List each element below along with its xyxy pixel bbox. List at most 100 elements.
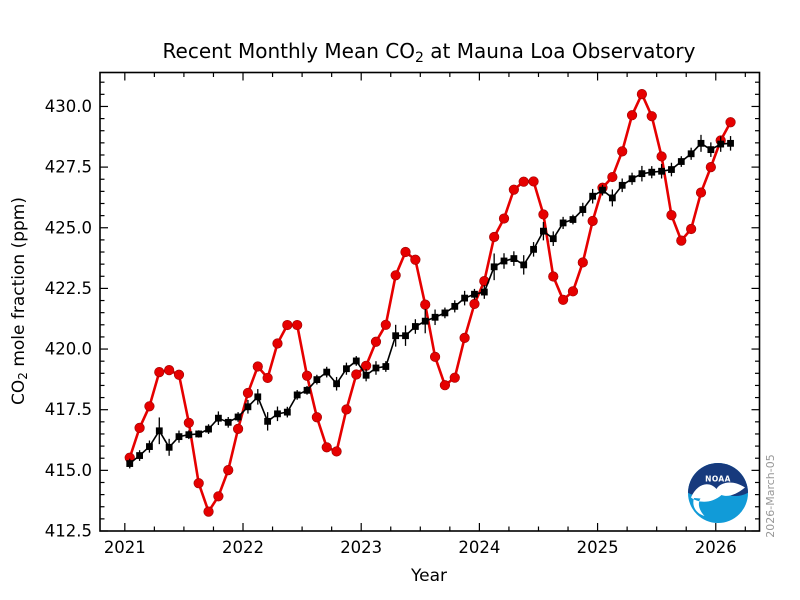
monthly-mean-point (646, 111, 657, 122)
trend-point (500, 257, 508, 265)
monthly-mean-point (183, 417, 194, 428)
monthly-mean-point (528, 176, 539, 187)
trend-point (461, 294, 469, 302)
plot-frame (99, 71, 761, 532)
trend-point (372, 364, 380, 372)
trend-point (717, 140, 725, 148)
trend-point (687, 150, 695, 158)
trend-point (205, 425, 212, 433)
trend-point (195, 430, 203, 438)
monthly-mean-point (626, 110, 638, 121)
chart-title: Recent Monthly Mean CO2 at Mauna Loa Obs… (163, 39, 696, 66)
monthly-mean-point (725, 117, 736, 128)
trend-point (165, 443, 173, 451)
trend-point (599, 186, 606, 194)
trend-point (431, 313, 439, 321)
monthly-mean-point (636, 88, 648, 100)
y-tick-label: 420.0 (45, 340, 92, 359)
trend-point (214, 414, 222, 422)
trend-point (382, 363, 390, 370)
monthly-mean-point (144, 401, 155, 412)
trend-point (471, 290, 478, 298)
trend-point (490, 263, 498, 271)
trend-point (274, 410, 281, 418)
trend-point (628, 175, 636, 183)
trend-point (146, 443, 153, 450)
trend-point (451, 302, 459, 310)
trend-point (402, 332, 409, 340)
x-tick-label: 2024 (458, 538, 500, 557)
trend-point (254, 393, 262, 401)
trend-point (559, 219, 567, 227)
monthly-mean-point (380, 319, 391, 330)
monthly-mean-point (459, 332, 470, 344)
monthly-mean-point (390, 270, 401, 281)
monthly-mean-point (341, 404, 352, 415)
y-tick-label: 415.0 (45, 461, 92, 480)
trend-point (126, 460, 134, 467)
trend-point (520, 261, 528, 269)
trend-point (549, 235, 557, 243)
trend-point (510, 255, 518, 262)
monthly-mean-point (321, 442, 332, 453)
monthly-mean-point (351, 369, 362, 380)
monthly-mean-point (666, 210, 677, 221)
trend-point (441, 309, 449, 317)
trend-point (727, 139, 734, 147)
monthly-mean-point (498, 213, 510, 224)
monthly-mean-point (518, 176, 529, 187)
trend-point (392, 332, 400, 340)
trend-point (234, 413, 242, 421)
monthly-mean-point (223, 465, 234, 476)
monthly-mean-point (449, 372, 460, 383)
trend-point (185, 431, 193, 439)
y-axis-label: CO2 mole fraction (ppm) (9, 197, 30, 405)
trend-point (283, 408, 291, 416)
x-tick-label: 2025 (577, 538, 619, 557)
monthly-mean-point (134, 422, 145, 434)
trend-point (362, 371, 370, 379)
trend-point (608, 194, 616, 202)
trend-point (648, 168, 656, 176)
noaa-logo: NOAA (688, 463, 748, 523)
y-tick-label: 427.5 (45, 158, 92, 177)
trend-point (421, 317, 429, 325)
trend-point (313, 376, 321, 384)
trend-point (343, 365, 350, 373)
monthly-mean-point (301, 370, 313, 381)
trend-point (569, 216, 577, 223)
monthly-mean-point (213, 491, 224, 502)
monthly-mean-point (311, 412, 322, 423)
trend-point (224, 418, 232, 426)
monthly-mean-point (420, 299, 431, 310)
monthly-mean-point (469, 298, 480, 310)
trend-point (480, 288, 488, 296)
y-tick-label: 417.5 (45, 400, 92, 419)
monthly-mean-point (173, 369, 185, 380)
y-tick-label: 412.5 (45, 522, 92, 541)
monthly-mean-line (128, 92, 732, 513)
trend-point (323, 368, 331, 376)
trend-point (707, 146, 715, 154)
trend-point (668, 166, 675, 173)
trend-point (293, 391, 301, 399)
trend-point (618, 181, 626, 189)
trend-point (579, 206, 587, 213)
trend-point (352, 357, 360, 365)
monthly-mean-point (508, 184, 519, 195)
x-axis-label: Year (410, 566, 447, 586)
monthly-mean-point (370, 336, 382, 347)
trend-point (264, 417, 272, 425)
y-tick-label: 430.0 (45, 97, 92, 116)
monthly-mean-point (242, 387, 254, 399)
trend-point (677, 158, 685, 165)
x-tick-label: 2021 (104, 538, 146, 557)
x-tick-label: 2026 (695, 538, 737, 557)
monthly-mean-point (567, 286, 579, 297)
monthly-mean-point (410, 254, 421, 265)
plot-area: 2021 2022 2023 2024 2025 2026 412.5 415.0 417.5 4… (45, 71, 761, 557)
x-tick-label: 2022 (222, 538, 264, 557)
monthly-mean-point (429, 351, 441, 362)
